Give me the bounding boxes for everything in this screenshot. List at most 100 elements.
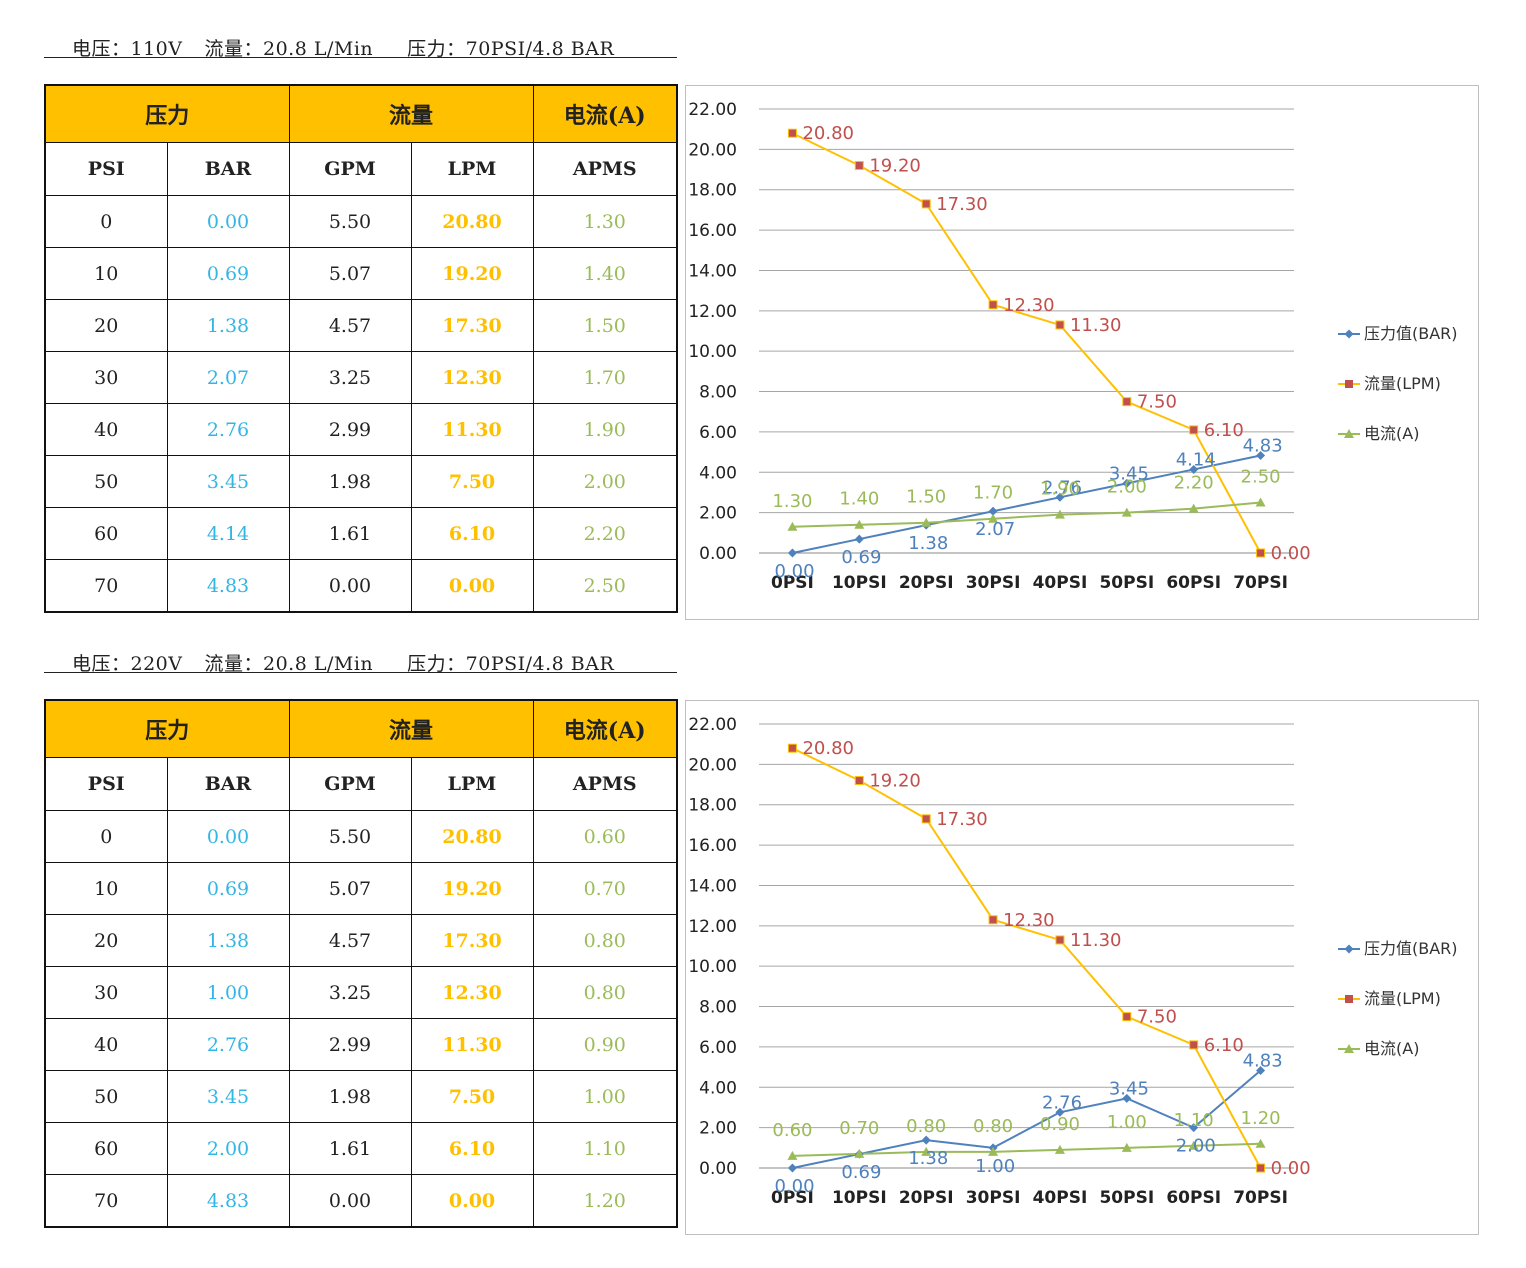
cell-bar: 1.38 xyxy=(166,299,290,352)
cell-lpm: 17.30 xyxy=(410,914,534,967)
cell-psi: 70 xyxy=(44,1174,168,1228)
cell-lpm: 7.50 xyxy=(410,1070,534,1123)
cell-gpm: 2.99 xyxy=(288,1018,412,1071)
voltage-label: 电压：220V xyxy=(72,653,183,675)
cell-psi: 30 xyxy=(44,966,168,1019)
y-tick-label: 22.00 xyxy=(688,100,737,120)
table-row: 20 1.38 4.57 17.30 1.50 xyxy=(44,299,678,352)
legend-swatch xyxy=(1338,380,1360,388)
cell-apms: 1.10 xyxy=(532,1122,678,1175)
cell-psi: 60 xyxy=(44,507,168,560)
data-label: 0.70 xyxy=(839,1118,879,1139)
cell-bar: 3.45 xyxy=(166,455,290,508)
cell-bar: 1.00 xyxy=(166,966,290,1019)
data-table: 压力 流量 电流(A) PSI BAR GPM LPM APMS 0 0.00 5.… xyxy=(44,84,678,613)
data-label: 2.00 xyxy=(1176,1136,1216,1157)
flow-label: 流量：20.8 L/Min xyxy=(204,653,374,675)
table-row: 40 2.76 2.99 11.30 1.90 xyxy=(44,403,678,456)
cell-gpm: 1.98 xyxy=(288,1070,412,1123)
section-header: 电压：220V 流量：20.8 L/Min 压力：70PSI/4.8 BAR xyxy=(72,649,636,676)
y-tick-label: 2.00 xyxy=(699,504,737,524)
data-label: 1.70 xyxy=(973,483,1013,504)
data-point xyxy=(1189,1040,1199,1050)
table-row: 60 2.00 1.61 6.10 1.10 xyxy=(44,1122,678,1175)
cell-psi: 10 xyxy=(44,862,168,915)
data-point xyxy=(1122,1012,1132,1022)
data-point xyxy=(1189,464,1199,474)
cell-lpm: 17.30 xyxy=(410,299,534,352)
data-label: 1.20 xyxy=(1241,1108,1281,1129)
data-label: 2.76 xyxy=(1042,1092,1082,1113)
cell-apms: 1.70 xyxy=(532,351,678,404)
legend-item: 流量(LPM) xyxy=(1338,988,1458,1038)
cell-gpm: 5.50 xyxy=(288,810,412,863)
data-label: 2.07 xyxy=(975,519,1015,540)
col-header-gpm: GPM xyxy=(288,142,412,196)
data-point xyxy=(921,199,931,209)
data-point xyxy=(1189,1123,1199,1133)
cell-apms: 1.90 xyxy=(532,403,678,456)
cell-psi: 60 xyxy=(44,1122,168,1175)
legend-swatch xyxy=(1338,1044,1360,1053)
cell-lpm: 0.00 xyxy=(410,559,534,613)
x-tick-label: 0PSI xyxy=(771,1188,814,1208)
cell-lpm: 12.30 xyxy=(410,966,534,1019)
chart-220v: 0.00 2.00 4.00 6.00 8.00 10.00 12.00 14.00 16.00… xyxy=(685,700,1479,1235)
data-label: 1.10 xyxy=(1174,1110,1214,1131)
cell-apms: 0.70 xyxy=(532,862,678,915)
cell-bar: 4.83 xyxy=(166,1174,290,1228)
table-row: 30 1.00 3.25 12.30 0.80 xyxy=(44,966,678,1019)
data-label: 1.00 xyxy=(1107,1112,1147,1133)
x-tick-label: 40PSI xyxy=(1033,1188,1088,1208)
col-header-apms: APMS xyxy=(532,757,678,811)
data-label: 2.20 xyxy=(1174,473,1214,494)
legend-swatch xyxy=(1338,944,1360,954)
cell-gpm: 3.25 xyxy=(288,351,412,404)
legend-item: 压力值(BAR) xyxy=(1338,323,1458,373)
group-header-current: 电流(A) xyxy=(532,84,678,143)
cell-psi: 50 xyxy=(44,1070,168,1123)
col-header-gpm: GPM xyxy=(288,757,412,811)
data-label: 4.14 xyxy=(1176,449,1216,470)
y-tick-label: 10.00 xyxy=(688,957,737,977)
data-point xyxy=(1055,1107,1065,1117)
table-row: 40 2.76 2.99 11.30 0.90 xyxy=(44,1018,678,1071)
legend-label: 流量(LPM) xyxy=(1364,374,1441,393)
y-tick-label: 16.00 xyxy=(688,221,737,241)
data-label: 1.30 xyxy=(772,491,812,512)
data-label: 2.76 xyxy=(1042,477,1082,498)
y-tick-label: 12.00 xyxy=(688,302,737,322)
data-point xyxy=(1122,1093,1132,1103)
data-point xyxy=(921,1135,931,1145)
cell-lpm: 6.10 xyxy=(410,507,534,560)
data-label: 0.80 xyxy=(973,1116,1013,1137)
col-header-psi: PSI xyxy=(44,757,168,811)
line-chart: 0.00 2.00 4.00 6.00 8.00 10.00 12.00 14.00 16.00… xyxy=(688,715,1310,1208)
table-row: 10 0.69 5.07 19.20 1.40 xyxy=(44,247,678,300)
data-label: 0.00 xyxy=(774,561,814,582)
data-point xyxy=(1256,548,1266,558)
data-label: 3.45 xyxy=(1109,1078,1149,1099)
y-tick-label: 14.00 xyxy=(688,261,737,281)
y-tick-label: 8.00 xyxy=(699,383,737,403)
col-header-apms: APMS xyxy=(532,142,678,196)
cell-bar: 4.83 xyxy=(166,559,290,613)
table-row: 20 1.38 4.57 17.30 0.80 xyxy=(44,914,678,967)
cell-psi: 40 xyxy=(44,403,168,456)
legend-label: 压力值(BAR) xyxy=(1364,324,1458,343)
y-tick-label: 22.00 xyxy=(688,715,737,735)
data-label: 2.50 xyxy=(1241,467,1281,488)
cell-psi: 0 xyxy=(44,195,168,248)
col-header-bar: BAR xyxy=(166,757,290,811)
table-row: 70 4.83 0.00 0.00 1.20 xyxy=(44,1174,678,1228)
cell-apms: 2.00 xyxy=(532,455,678,508)
legend-label: 电流(A) xyxy=(1364,424,1420,443)
cell-lpm: 19.20 xyxy=(410,247,534,300)
x-tick-label: 50PSI xyxy=(1099,1188,1154,1208)
cell-apms: 2.20 xyxy=(532,507,678,560)
data-table: 压力 流量 电流(A) PSI BAR GPM LPM APMS 0 0.00 5.… xyxy=(44,699,678,1228)
data-label: 1.00 xyxy=(975,1156,1015,1177)
data-point xyxy=(1054,1144,1065,1154)
x-tick-label: 20PSI xyxy=(899,573,954,593)
cell-gpm: 4.57 xyxy=(288,914,412,967)
